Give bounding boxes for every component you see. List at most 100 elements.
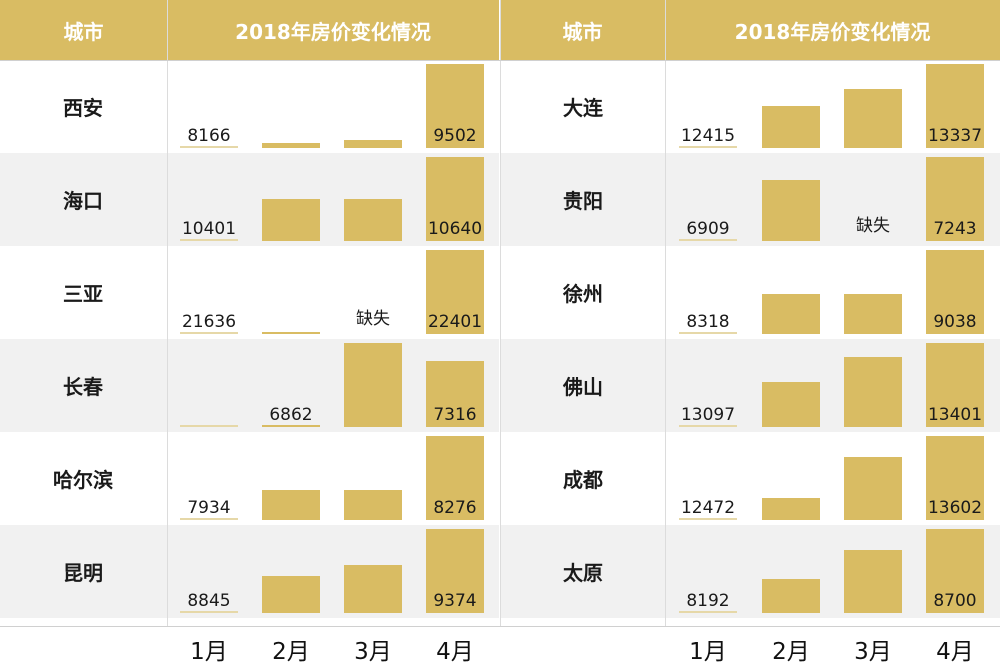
city-name: 徐州: [563, 282, 603, 306]
bar: [926, 529, 984, 613]
bar: [762, 180, 820, 241]
value-label: 8318: [686, 312, 730, 332]
table-row: [500, 153, 1000, 246]
bar: [262, 199, 320, 241]
bar: [926, 157, 984, 241]
bar: [762, 497, 820, 520]
city-name: 佛山: [563, 375, 603, 399]
bar: [262, 425, 320, 427]
bar-baseline: [679, 146, 737, 148]
value-label: 9374: [433, 591, 477, 611]
value-label: 13401: [927, 405, 983, 425]
bar-baseline: [679, 518, 737, 520]
table-row: [500, 246, 1000, 339]
city-name: 成都: [563, 468, 603, 492]
table-row: [0, 525, 499, 618]
bar: [344, 140, 402, 148]
city-name: 长春: [63, 375, 103, 399]
month-label: 1月: [689, 639, 727, 665]
bar: [762, 294, 820, 334]
table-row: [0, 246, 499, 339]
table-row: [500, 432, 1000, 525]
value-label: 8192: [686, 591, 730, 611]
header-title-cell: 2018年房价变化情况: [167, 0, 499, 60]
bar-baseline: [180, 239, 238, 241]
value-label: 21636: [181, 312, 237, 332]
column-divider: [665, 0, 666, 626]
value-label: 9038: [933, 312, 977, 332]
bar: [926, 250, 984, 334]
bar: [844, 357, 902, 427]
bar: [426, 157, 484, 241]
month-label: 4月: [436, 639, 474, 665]
bar-baseline: [679, 332, 737, 334]
table-row: [0, 153, 499, 246]
month-label: 2月: [272, 639, 310, 665]
month-label: 3月: [354, 639, 392, 665]
month-label: 4月: [936, 639, 974, 665]
table-row: [0, 339, 499, 432]
city-name: 昆明: [63, 561, 103, 585]
bar: [844, 456, 902, 520]
bar: [344, 343, 402, 427]
bar: [844, 89, 902, 148]
header-title-cell: 2018年房价变化情况: [665, 0, 1000, 60]
city-name: 贵阳: [563, 189, 603, 213]
header-city-cell: 城市: [0, 0, 167, 60]
row-divider: [0, 60, 1000, 61]
column-divider: [167, 0, 168, 626]
city-name: 海口: [63, 189, 103, 213]
value-label: 10640: [427, 219, 483, 239]
value-label: 8166: [187, 126, 231, 146]
bar: [844, 550, 902, 613]
value-label: 6862: [269, 405, 313, 425]
header-city-cell: 城市: [500, 0, 665, 60]
bar-baseline: [180, 146, 238, 148]
city-name: 太原: [563, 561, 603, 585]
bar: [762, 105, 820, 148]
value-label: 12415: [680, 126, 736, 146]
value-label: 9502: [433, 126, 477, 146]
bar: [344, 564, 402, 613]
bar: [262, 575, 320, 613]
value-label: 7243: [933, 219, 977, 239]
bar: [844, 294, 902, 334]
table-row: [500, 339, 1000, 432]
bar: [262, 332, 320, 334]
bar: [344, 199, 402, 241]
bar-baseline: [180, 332, 238, 334]
bar: [262, 142, 320, 148]
value-label: 10401: [181, 219, 237, 239]
city-name: 西安: [63, 96, 103, 120]
value-label: 7934: [187, 498, 231, 518]
bar: [344, 490, 402, 520]
bar-baseline: [679, 239, 737, 241]
column-divider: [500, 0, 501, 626]
value-label: 22401: [427, 312, 483, 332]
bar-baseline: [180, 611, 238, 613]
table-row: [0, 432, 499, 525]
bar: [762, 381, 820, 427]
city-name: 三亚: [63, 282, 103, 306]
month-label: 2月: [772, 639, 810, 665]
bar-baseline: [180, 425, 238, 427]
value-label: 13337: [927, 126, 983, 146]
city-name: 大连: [563, 96, 603, 120]
bar: [926, 343, 984, 427]
value-label: 6909: [686, 219, 730, 239]
bar-baseline: [679, 425, 737, 427]
value-label: 8845: [187, 591, 231, 611]
bar: [926, 436, 984, 520]
value-label: 8700: [933, 591, 977, 611]
table-row: [500, 525, 1000, 618]
bar: [426, 436, 484, 520]
bar-baseline: [679, 611, 737, 613]
bar: [426, 360, 484, 427]
missing-label: 缺失: [856, 216, 890, 236]
value-label: 13602: [927, 498, 983, 518]
bar: [262, 490, 320, 520]
month-label: 3月: [854, 639, 892, 665]
bar: [426, 64, 484, 148]
table-row: [0, 60, 499, 153]
